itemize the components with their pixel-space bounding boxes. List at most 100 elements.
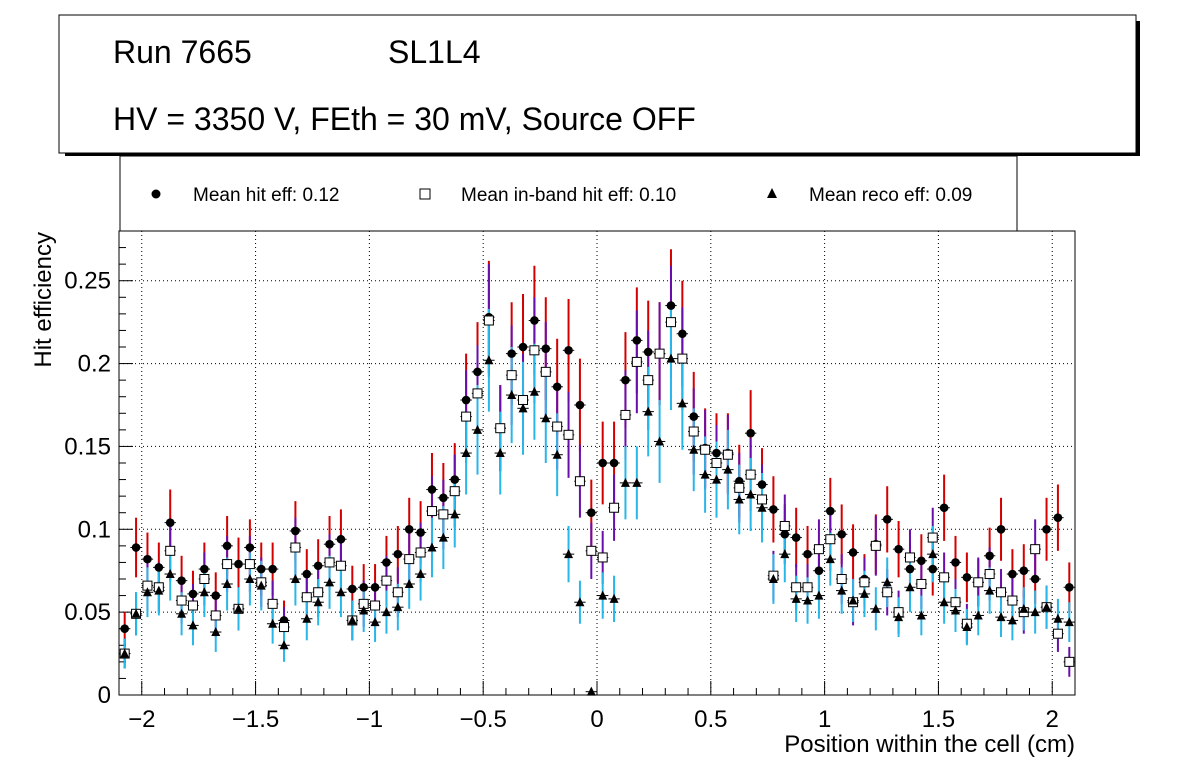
data-point [483,315,494,326]
data-point [803,595,813,605]
data-point [154,563,164,572]
data-point [996,612,1006,622]
data-point [666,301,676,310]
data-point [313,597,323,607]
conditions-label: HV = 3350 V, FEth = 30 mV, Source OFF [113,101,696,137]
legend-label-hit: Mean hit eff: 0.12 [193,185,339,206]
data-point [393,549,403,559]
data-point [200,564,209,574]
data-point [677,398,687,408]
data-point [143,554,152,564]
data-point [211,627,221,637]
data-point [973,610,983,620]
x-tick-label: −1.5 [232,706,279,733]
data-point [848,548,858,557]
data-point [165,545,176,556]
data-point [836,574,847,584]
y-tick-label: 0 [98,682,111,709]
data-point [575,400,585,410]
data-point [665,317,676,328]
data-point [199,574,210,584]
data-point [427,542,437,552]
data-point [142,587,152,597]
data-point [1030,574,1040,584]
data-point [768,574,778,583]
data-point [837,529,846,539]
data-point [814,566,824,576]
data-point [700,444,711,455]
data-point [416,569,426,579]
data-point [336,587,346,597]
data-point [1042,524,1051,534]
data-point [370,617,380,627]
data-point [290,574,300,583]
x-tick-label: −2 [128,706,155,733]
data-point [165,518,175,527]
data-point [347,615,357,625]
data-point [916,578,927,589]
data-point [541,413,551,423]
data-point [871,603,881,613]
data-point [688,426,699,437]
y-tick-label: 0.05 [64,599,111,626]
data-point [632,336,642,345]
data-point [325,577,335,587]
data-point [791,582,802,593]
data-point [392,587,403,598]
data-point [495,423,506,434]
data-point [757,502,767,512]
data-point [609,593,619,603]
data-point [222,559,233,570]
data-point [745,469,756,480]
data-point [859,588,869,598]
data-point [313,561,323,571]
data-point [188,620,198,630]
data-point [825,554,835,564]
data-point [563,429,574,440]
data-point [722,449,733,460]
data-point [689,444,699,454]
data-point [291,526,300,536]
data-point [939,503,949,513]
data-point [1008,569,1017,579]
data-point [620,409,631,420]
data-point [1030,544,1041,555]
data-point [996,524,1006,534]
data-point [985,551,994,561]
data-point [325,539,334,549]
data-point [335,560,346,571]
data-point [654,348,665,359]
data-point [927,532,938,543]
data-point [222,541,232,551]
data-point [1065,582,1074,592]
data-point [587,508,596,518]
data-point [529,386,539,396]
data-point [882,577,892,587]
data-point [837,585,847,595]
data-point [905,564,915,574]
data-point [461,395,471,405]
data-point [655,436,665,446]
data-point [939,597,949,607]
data-point [825,534,836,545]
data-point [381,607,391,617]
data-point [928,549,938,559]
data-point [951,605,960,615]
data-point [950,597,961,608]
data-point [120,624,129,634]
data-point [530,316,539,325]
data-point [324,557,335,568]
data-point [643,347,653,357]
data-point [746,489,756,499]
y-tick-label: 0.15 [64,433,111,460]
data-point [678,329,687,339]
legend-circle-marker [151,189,161,199]
series-reco-eff-points [120,353,1074,696]
data-point [894,544,903,554]
data-point [939,572,950,583]
data-point [187,600,198,611]
data-point [439,493,448,503]
data-point [507,349,516,358]
data-point [438,509,449,520]
data-point [882,515,892,524]
